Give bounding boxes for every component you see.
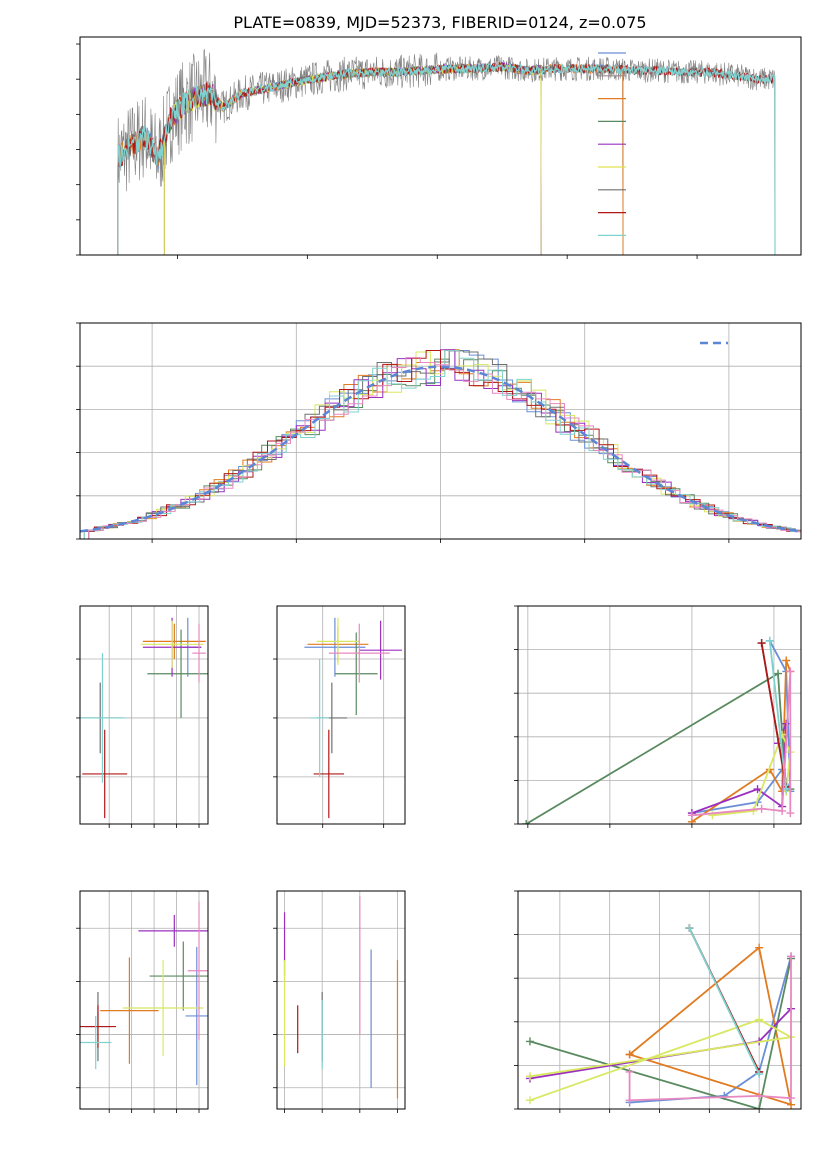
- weight-point-marker: [782, 656, 791, 665]
- spectrum-legend: [598, 52, 626, 236]
- weight-point-marker: [755, 943, 764, 952]
- weight-point-marker: [749, 806, 758, 815]
- weight_vs_Z-frame: [517, 890, 802, 1110]
- figure-title: PLATE=0839, MJD=52373, FIBERID=0124, z=0…: [233, 13, 646, 32]
- weight-point-marker: [625, 1096, 634, 1105]
- weight-point-marker: [755, 1091, 764, 1100]
- panels: [76, 36, 802, 1113]
- weight-point-marker: [787, 1094, 796, 1103]
- weight-point-marker: [525, 1072, 534, 1081]
- weight_vs_Z-lines: [525, 924, 796, 1109]
- weight-point-marker: [765, 636, 774, 645]
- residuals-frame: [79, 322, 802, 540]
- weight_vs_age-lines: [522, 636, 795, 824]
- weight-point-marker: [753, 785, 762, 794]
- age_vs_Z-frame: [79, 605, 209, 825]
- model-spectrum-line: [117, 62, 776, 255]
- weight-series-line: [760, 642, 788, 788]
- age_vs_mass-frame: [276, 605, 406, 825]
- spectrum-lines: [117, 48, 776, 255]
- weight-point-marker: [687, 811, 696, 820]
- weight-series-line: [688, 927, 760, 1075]
- weight-point-marker: [757, 639, 766, 648]
- age_vs_mass-errorbars: [304, 617, 402, 819]
- weight-point-marker: [757, 804, 766, 813]
- weight-point-marker: [755, 1070, 764, 1079]
- weight-point-marker: [755, 1105, 764, 1109]
- weight-series-line: [529, 1018, 794, 1102]
- mass_vs_Z-frame: [79, 890, 209, 1110]
- histogram-series: [88, 357, 801, 539]
- weight-point-marker: [774, 669, 783, 678]
- age_vs_Z-axes: [76, 606, 208, 828]
- mass_vs_Z-errorbars: [80, 901, 208, 1086]
- mass_vs_ebv-errorbars: [283, 896, 399, 1099]
- spectrum-axes: [76, 43, 698, 259]
- weight-point-marker: [685, 924, 694, 933]
- age_vs_Z-errorbars: [80, 617, 208, 819]
- histogram-steps: [80, 349, 801, 539]
- weight-point-marker: [786, 667, 795, 676]
- mass_vs_ebv-frame: [276, 890, 406, 1110]
- weight-point-marker: [787, 952, 796, 961]
- weight_vs_age-frame: [517, 605, 802, 825]
- weight-point-marker: [625, 1050, 634, 1059]
- spectrum-frame: [79, 36, 802, 256]
- weight-point-marker: [625, 1067, 634, 1076]
- weight-point-marker: [778, 806, 787, 815]
- weight-series-line: [768, 640, 788, 790]
- weight-point-marker: [525, 1096, 534, 1105]
- weight-point-marker: [522, 820, 531, 824]
- weight-point-marker: [786, 809, 795, 818]
- weight-point-marker: [525, 1037, 534, 1046]
- normal-curve: [80, 365, 801, 533]
- weight-point-marker: [755, 1015, 764, 1024]
